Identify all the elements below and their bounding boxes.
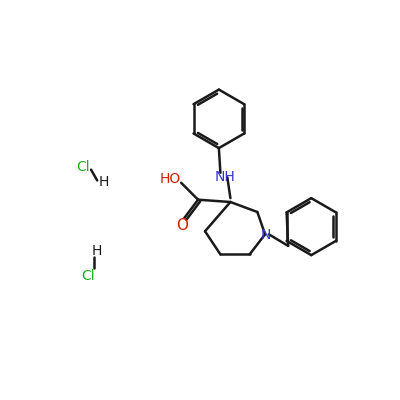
Text: N: N <box>261 228 271 242</box>
Text: H: H <box>99 175 109 189</box>
Text: Cl: Cl <box>81 269 95 283</box>
Text: HO: HO <box>160 172 181 186</box>
Text: Cl: Cl <box>76 160 90 174</box>
Text: NH: NH <box>215 170 236 184</box>
Text: O: O <box>176 218 188 232</box>
Text: H: H <box>92 244 102 258</box>
